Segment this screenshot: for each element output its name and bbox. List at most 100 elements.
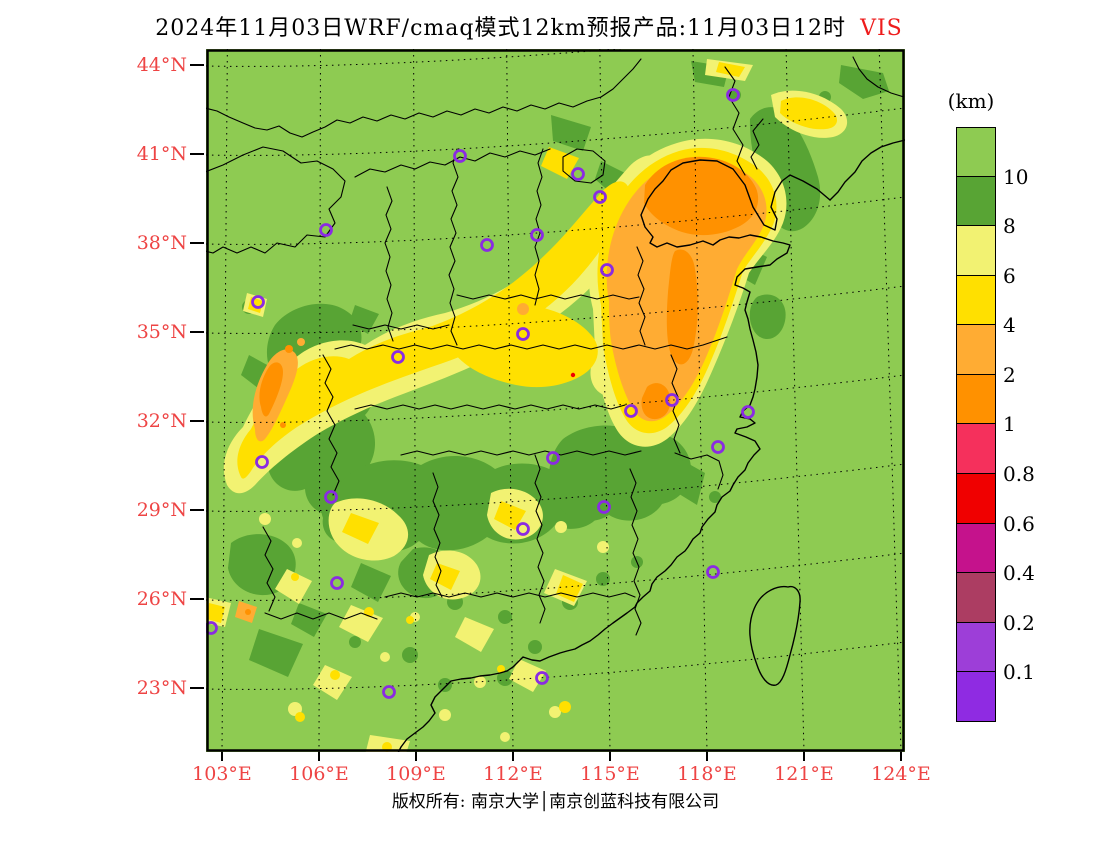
station-marker xyxy=(593,190,607,204)
legend-tick-label: 0.4 xyxy=(1003,561,1035,586)
title-main: 2024年11月03日WRF/cmaq模式12km预报产品:11月03日12时 xyxy=(155,16,847,41)
lon-tick xyxy=(512,752,514,761)
lon-tick xyxy=(318,752,320,761)
station-marker xyxy=(251,295,265,309)
station-marker xyxy=(324,490,338,504)
lon-tick xyxy=(221,752,223,761)
lat-tick xyxy=(190,598,204,600)
contour-band-1-2km xyxy=(245,156,759,615)
lat-label: 44°N xyxy=(136,54,187,76)
lat-tick xyxy=(190,331,204,333)
station-marker xyxy=(516,327,530,341)
lat-tick xyxy=(190,153,204,155)
legend-color-cell xyxy=(956,324,996,375)
legend-tick-label: 6 xyxy=(1003,263,1016,288)
province-boundaries xyxy=(206,56,905,636)
station-marker xyxy=(726,88,740,102)
map-frame xyxy=(206,49,905,752)
coastline xyxy=(397,139,905,752)
contour-art xyxy=(206,56,905,752)
station-marker xyxy=(535,671,549,685)
parallel-gridline xyxy=(206,374,905,423)
legend-tick-label: 4 xyxy=(1003,313,1016,338)
legend-color-cell xyxy=(956,373,996,425)
station-marker xyxy=(206,621,218,635)
lat-label: 26°N xyxy=(136,588,187,610)
legend-tick-label: 10 xyxy=(1003,164,1029,189)
legend-color-cell xyxy=(956,225,996,276)
legend-color-cell xyxy=(956,274,996,326)
lat-tick xyxy=(190,509,204,511)
parallel-gridline xyxy=(206,196,905,245)
legend-color-cell xyxy=(956,572,996,623)
station-marker xyxy=(516,522,530,536)
station-marker xyxy=(255,455,269,469)
station-marker xyxy=(624,404,638,418)
station-marker xyxy=(453,149,467,163)
station-marker xyxy=(391,350,405,364)
lat-tick xyxy=(190,687,204,689)
lon-label: 112°E xyxy=(483,763,543,785)
title-variable: VIS xyxy=(860,16,903,41)
legend-color-cell xyxy=(956,127,996,177)
lon-tick xyxy=(900,752,902,761)
legend-color-cell xyxy=(956,423,996,475)
lon-tick xyxy=(706,752,708,761)
lat-lon-grid xyxy=(206,49,905,752)
lat-label: 41°N xyxy=(136,143,187,165)
lon-tick xyxy=(803,752,805,761)
station-marker xyxy=(571,167,585,181)
lon-label: 106°E xyxy=(289,763,349,785)
lat-label: 35°N xyxy=(136,321,187,343)
parallel-gridline xyxy=(206,107,905,156)
legend-tick-label: 0.1 xyxy=(1003,660,1035,685)
lon-tick xyxy=(609,752,611,761)
lon-label: 109°E xyxy=(386,763,446,785)
china-visibility-map xyxy=(206,49,905,752)
map-plot xyxy=(206,49,905,752)
lat-label: 32°N xyxy=(136,410,187,432)
station-marker xyxy=(319,223,333,237)
parallel-gridline xyxy=(206,641,905,690)
legend-tick-label: 0.6 xyxy=(1003,511,1035,536)
legend-tick-label: 8 xyxy=(1003,214,1016,239)
parallel-gridline xyxy=(206,552,905,601)
station-marker xyxy=(600,263,614,277)
legend-unit-label: (km) xyxy=(947,89,995,113)
station-marker xyxy=(480,238,494,252)
station-marker xyxy=(382,685,396,699)
legend-tick-label: 2 xyxy=(1003,362,1016,387)
lat-label: 23°N xyxy=(136,677,187,699)
station-marker xyxy=(711,440,725,454)
station-marker xyxy=(665,393,679,407)
station-marker xyxy=(706,565,720,579)
lon-label: 124°E xyxy=(871,763,931,785)
lon-label: 103°E xyxy=(192,763,252,785)
parallel-gridline xyxy=(206,463,905,512)
legend-tick-label: 0.8 xyxy=(1003,462,1035,487)
lon-label: 121°E xyxy=(774,763,834,785)
copyright-line: 版权所有: 南京大学│南京创蓝科技有限公司 xyxy=(391,792,720,812)
legend-color-cell xyxy=(956,175,996,227)
lat-tick xyxy=(190,64,204,66)
station-marker xyxy=(597,500,611,514)
page-title: 2024年11月03日WRF/cmaq模式12km预报产品:11月03日12时 V… xyxy=(0,10,1058,42)
legend-color-cell xyxy=(956,473,996,524)
legend-color-cell xyxy=(956,621,996,673)
station-marker xyxy=(546,451,560,465)
taiwan-outline xyxy=(749,585,801,686)
legend-color-cell xyxy=(956,671,996,722)
lat-label: 29°N xyxy=(136,499,187,521)
lat-tick xyxy=(190,420,204,422)
legend-tick-label: 1 xyxy=(1003,412,1016,437)
contour-spot-red xyxy=(570,372,576,378)
parallel-gridline xyxy=(206,285,905,334)
station-marker xyxy=(530,228,544,242)
station-markers xyxy=(206,88,755,699)
legend-color-cell xyxy=(956,522,996,574)
lat-tick xyxy=(190,242,204,244)
lon-label: 118°E xyxy=(677,763,737,785)
lat-label: 38°N xyxy=(136,232,187,254)
lon-label: 115°E xyxy=(580,763,640,785)
